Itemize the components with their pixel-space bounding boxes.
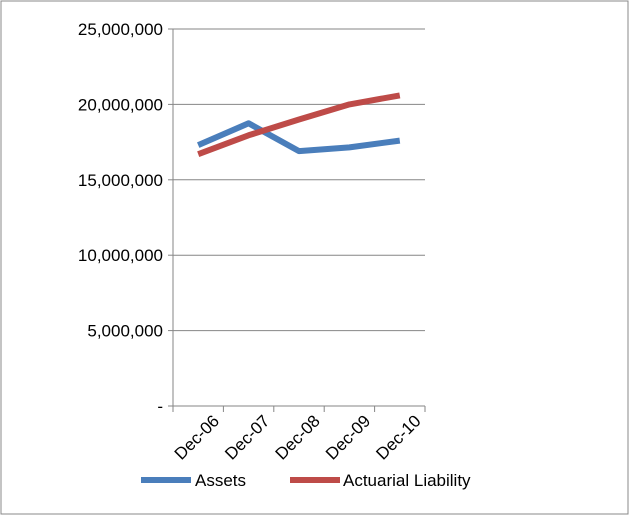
- series-line-actuarial-liability: [197, 92, 401, 158]
- legend: Assets Actuarial Liability: [141, 471, 471, 490]
- series-lines: [197, 92, 401, 158]
- legend-label: Assets: [195, 471, 246, 490]
- series-line-assets: [197, 120, 401, 155]
- gridlines: [173, 28, 425, 332]
- y-tick-label: 5,000,000: [87, 322, 163, 341]
- y-tick-label: 20,000,000: [78, 95, 163, 114]
- y-tick-label: 15,000,000: [78, 171, 163, 190]
- y-tick-label: 10,000,000: [78, 246, 163, 265]
- legend-label: Actuarial Liability: [343, 471, 471, 490]
- y-tick-label: -: [157, 397, 163, 416]
- y-tick-label: 25,000,000: [78, 20, 163, 39]
- axes: - 5,000,000 10,000,000 15,000,000 20,000,000…: [78, 20, 426, 416]
